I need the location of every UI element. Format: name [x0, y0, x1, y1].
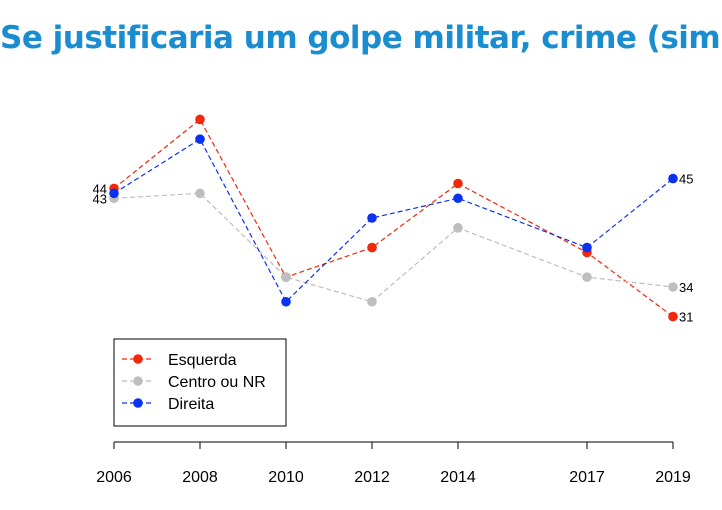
legend-box	[113, 338, 287, 427]
end-label-centro-ou-nr: 34	[679, 280, 693, 295]
x-tick-label: 2010	[268, 469, 304, 486]
start-label-esquerda: 44	[93, 181, 107, 196]
data-point-esquerda	[668, 311, 678, 322]
data-point-centro-ou-nr	[582, 272, 592, 282]
series-group	[109, 114, 678, 322]
data-point-esquerda	[367, 242, 377, 253]
end-label-esquerda: 31	[679, 310, 693, 325]
data-labels: 31 44 34 43 45	[93, 172, 694, 325]
data-point-centro-ou-nr	[367, 296, 377, 307]
legend: Esquerda Centro ou NR Direita	[113, 338, 287, 427]
legend-label-direita: Direita	[168, 396, 214, 413]
data-point-centro-ou-nr	[668, 282, 678, 292]
x-tick-label: 2006	[96, 469, 132, 486]
x-axis: 2006 2008 2010 2012 2014 2017 2019	[96, 441, 691, 486]
data-point-centro-ou-nr	[281, 272, 291, 282]
data-point-direita	[109, 188, 119, 199]
legend-marker-direita	[133, 398, 143, 408]
data-point-direita	[281, 296, 291, 307]
x-tick-label: 2014	[440, 469, 476, 486]
legend-marker-esquerda	[133, 354, 143, 364]
x-tick-label: 2019	[655, 469, 691, 486]
x-tick-label: 2017	[569, 469, 605, 486]
legend-label-centro-ou-nr: Centro ou NR	[168, 374, 266, 391]
data-point-esquerda	[453, 178, 463, 189]
start-label-centro-ou-nr: 43	[93, 191, 107, 206]
data-point-direita	[582, 242, 592, 253]
chart-title: Se justificaria um golpe militar, crime …	[0, 20, 722, 56]
data-point-esquerda	[195, 114, 205, 125]
x-tick-label: 2012	[354, 469, 390, 486]
end-label-direita: 45	[679, 172, 693, 187]
data-point-direita	[367, 213, 377, 223]
data-point-direita	[668, 173, 678, 184]
data-point-direita	[453, 193, 463, 204]
x-tick-label: 2008	[182, 469, 218, 486]
data-point-direita	[195, 134, 205, 144]
legend-label-esquerda: Esquerda	[168, 352, 237, 369]
series-line-esquerda	[113, 118, 674, 318]
data-point-centro-ou-nr	[195, 188, 205, 199]
legend-marker-centro-ou-nr	[133, 376, 143, 386]
data-point-centro-ou-nr	[453, 223, 463, 233]
